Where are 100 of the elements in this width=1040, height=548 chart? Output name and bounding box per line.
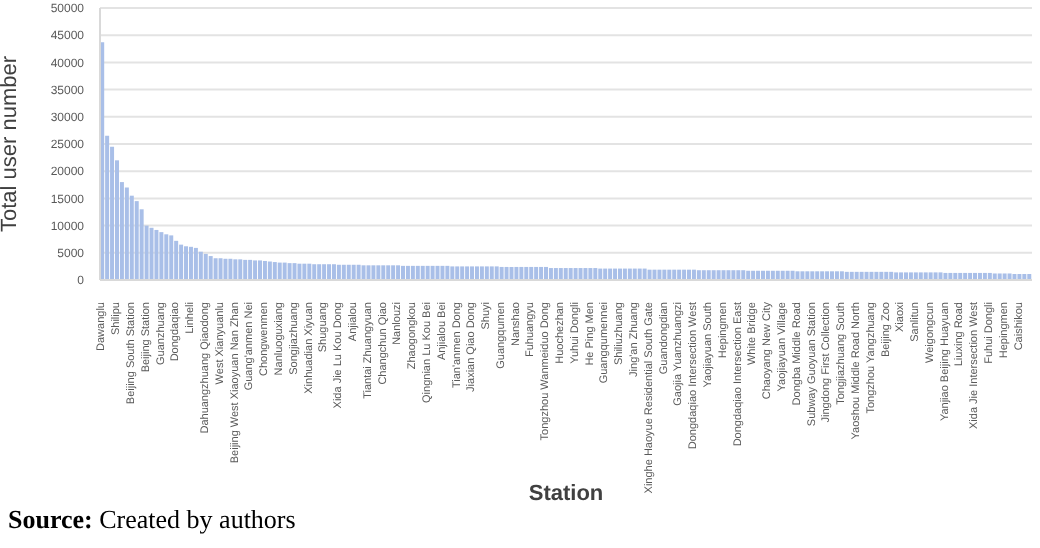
bar xyxy=(228,258,233,280)
bar xyxy=(262,260,267,280)
bar xyxy=(839,271,844,280)
bar xyxy=(544,266,549,280)
bar xyxy=(494,266,499,280)
bar xyxy=(287,263,292,280)
bar xyxy=(820,271,825,280)
bar xyxy=(509,266,514,280)
bar xyxy=(539,266,544,280)
bar xyxy=(830,271,835,280)
bar xyxy=(381,265,386,280)
bar xyxy=(371,265,376,280)
bar xyxy=(267,261,272,280)
bar xyxy=(918,272,923,280)
bar xyxy=(410,265,415,280)
bar xyxy=(445,265,450,280)
bar xyxy=(248,259,253,280)
bar xyxy=(440,265,445,280)
bar xyxy=(386,265,391,280)
x-axis-title: Station xyxy=(528,482,604,506)
bar xyxy=(159,232,164,280)
bar xyxy=(711,270,716,280)
bar xyxy=(701,270,706,280)
bar xyxy=(578,268,583,280)
bar xyxy=(149,227,154,280)
bar xyxy=(484,266,489,280)
bar xyxy=(405,265,410,280)
bar xyxy=(213,258,218,280)
bar xyxy=(470,266,475,280)
bar xyxy=(282,262,287,280)
bar xyxy=(169,235,174,280)
bar xyxy=(479,266,484,280)
y-axis-title: Total user number xyxy=(0,55,22,233)
bar xyxy=(810,271,815,280)
bar xyxy=(208,256,213,280)
bar xyxy=(430,265,435,280)
bar xyxy=(327,264,332,280)
bar xyxy=(297,263,302,280)
bar xyxy=(894,272,899,280)
bar xyxy=(568,268,573,280)
bar xyxy=(450,266,455,280)
bar xyxy=(489,266,494,280)
bar xyxy=(1002,273,1007,280)
bar xyxy=(548,268,553,280)
bar xyxy=(706,270,711,280)
bar xyxy=(834,271,839,280)
bar xyxy=(563,268,568,280)
bar xyxy=(218,258,223,280)
bar xyxy=(356,264,361,280)
bar xyxy=(741,270,746,280)
bar xyxy=(1007,273,1012,280)
bar xyxy=(923,272,928,280)
bar xyxy=(317,264,322,280)
bar xyxy=(174,240,179,280)
bar xyxy=(805,271,810,280)
bar xyxy=(514,266,519,280)
bar xyxy=(307,263,312,280)
bar xyxy=(474,266,479,280)
bar xyxy=(129,195,134,280)
bar xyxy=(233,259,238,280)
bar xyxy=(184,246,189,280)
bar xyxy=(465,266,470,280)
bar xyxy=(731,270,736,280)
bar xyxy=(401,265,405,280)
bar xyxy=(588,268,593,280)
bar xyxy=(553,268,558,280)
bar xyxy=(425,265,430,280)
bar xyxy=(992,273,997,280)
bar xyxy=(188,246,193,280)
bar xyxy=(272,262,277,280)
bar xyxy=(534,266,539,280)
bar xyxy=(277,262,282,280)
source-note: Source: Created by authors xyxy=(8,504,298,536)
bar xyxy=(499,266,504,280)
bar xyxy=(376,265,381,280)
bar xyxy=(341,264,346,280)
bar xyxy=(795,271,800,280)
bar xyxy=(179,244,184,280)
bar xyxy=(726,270,731,280)
bar xyxy=(415,265,420,280)
bar xyxy=(420,265,425,280)
bar xyxy=(198,251,203,280)
bar xyxy=(243,259,248,280)
bar xyxy=(716,270,721,280)
bar xyxy=(302,263,307,280)
bar xyxy=(593,268,598,280)
bar xyxy=(460,266,465,280)
bar xyxy=(583,268,588,280)
bar xyxy=(736,270,741,280)
bar xyxy=(913,272,918,280)
bar xyxy=(721,270,726,280)
bar xyxy=(253,260,258,280)
bar xyxy=(928,272,933,280)
bar xyxy=(396,265,401,280)
bar xyxy=(800,271,805,280)
bar xyxy=(933,272,938,280)
bar xyxy=(504,266,509,280)
bar xyxy=(524,266,529,280)
bar xyxy=(336,264,341,280)
bar xyxy=(908,272,913,280)
